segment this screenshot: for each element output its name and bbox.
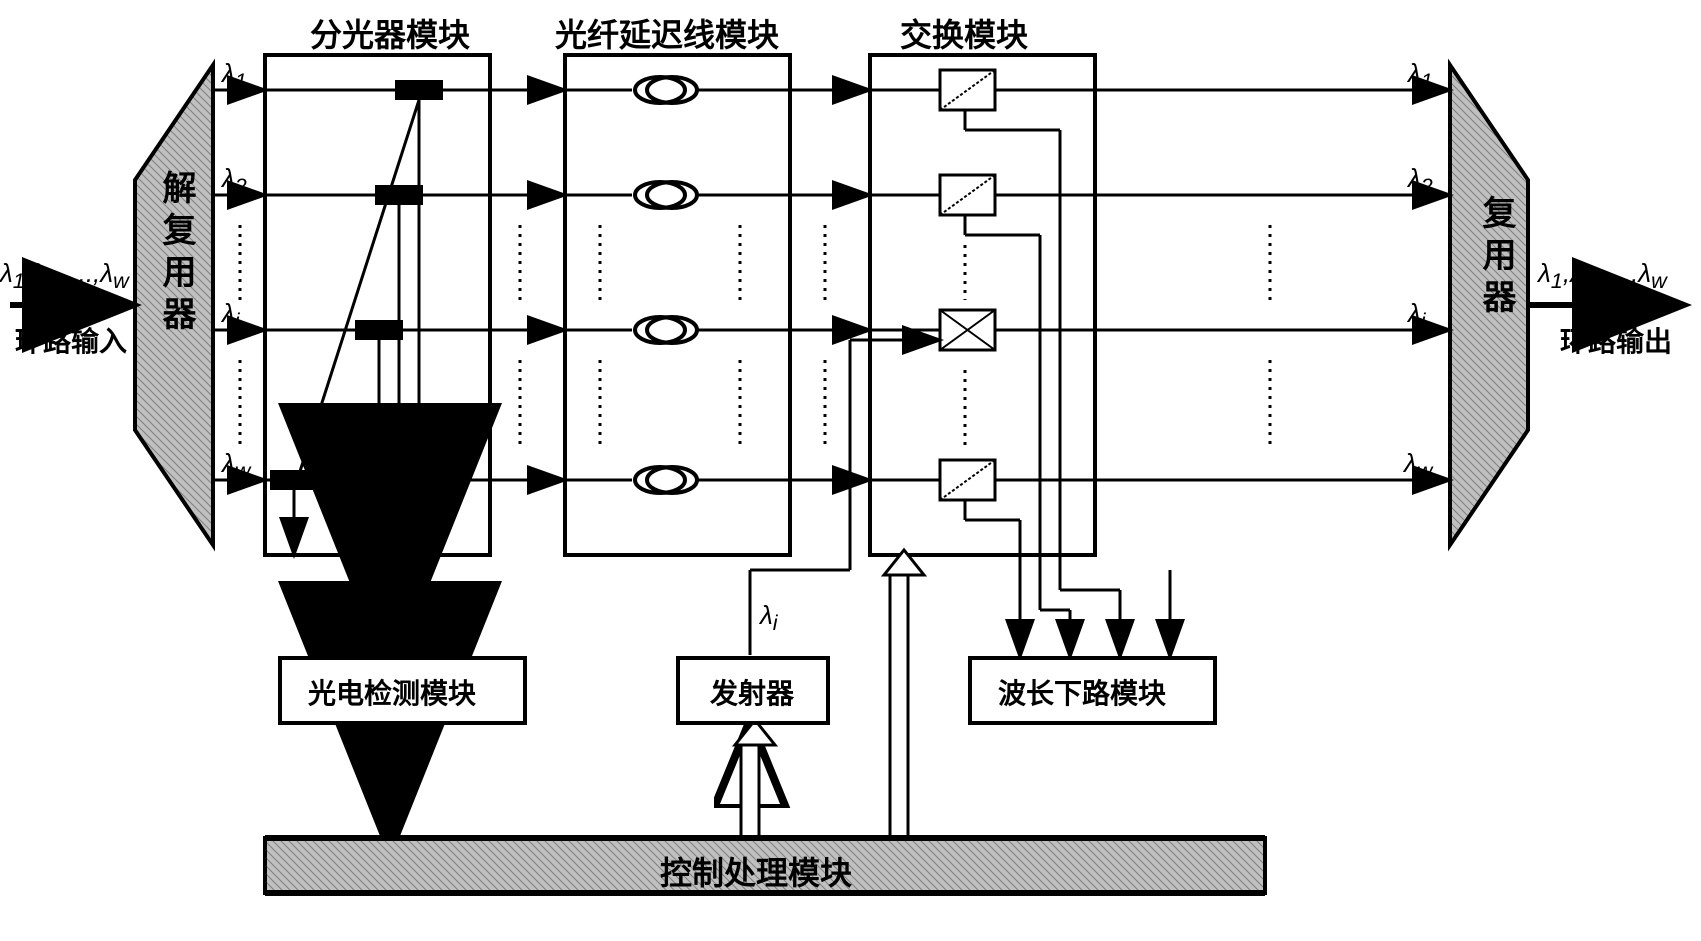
ch-lambdai-left: λi (222, 298, 240, 334)
ch-lambda1-left: λ1 (222, 58, 247, 94)
demux-label: 解复用器 (152, 170, 201, 338)
input-wavelengths: λ1,λ2, ...,λw (0, 258, 129, 294)
drop-label: 波长下路模块 (998, 672, 1166, 712)
output-wavelengths: λ1,λ2, ...,λw (1538, 258, 1667, 294)
diagram-lines (0, 0, 1701, 941)
ch-lambda1-right: λ1 (1408, 58, 1433, 94)
ch-lambdaw-left: λw (222, 448, 250, 484)
delay-title: 光纤延迟线模块 (555, 10, 779, 56)
output-label: 环路输出 (1560, 320, 1672, 360)
ch-lambdaw-right: λw (1404, 448, 1432, 484)
tx-label: 发射器 (710, 672, 794, 712)
control-label: 控制处理模块 (660, 848, 852, 894)
tx-lambda-i: λi (760, 600, 778, 636)
ch-lambda2-right: λ2 (1408, 163, 1433, 199)
input-label: 环路输入 (15, 320, 127, 360)
mux-label: 复用器 (1472, 195, 1521, 321)
detector-label: 光电检测模块 (308, 672, 476, 712)
splitter-title: 分光器模块 (310, 10, 470, 56)
ch-lambda2-left: λ2 (222, 163, 247, 199)
switch-title: 交换模块 (900, 10, 1028, 56)
ch-lambdai-right: λi (1408, 298, 1426, 334)
